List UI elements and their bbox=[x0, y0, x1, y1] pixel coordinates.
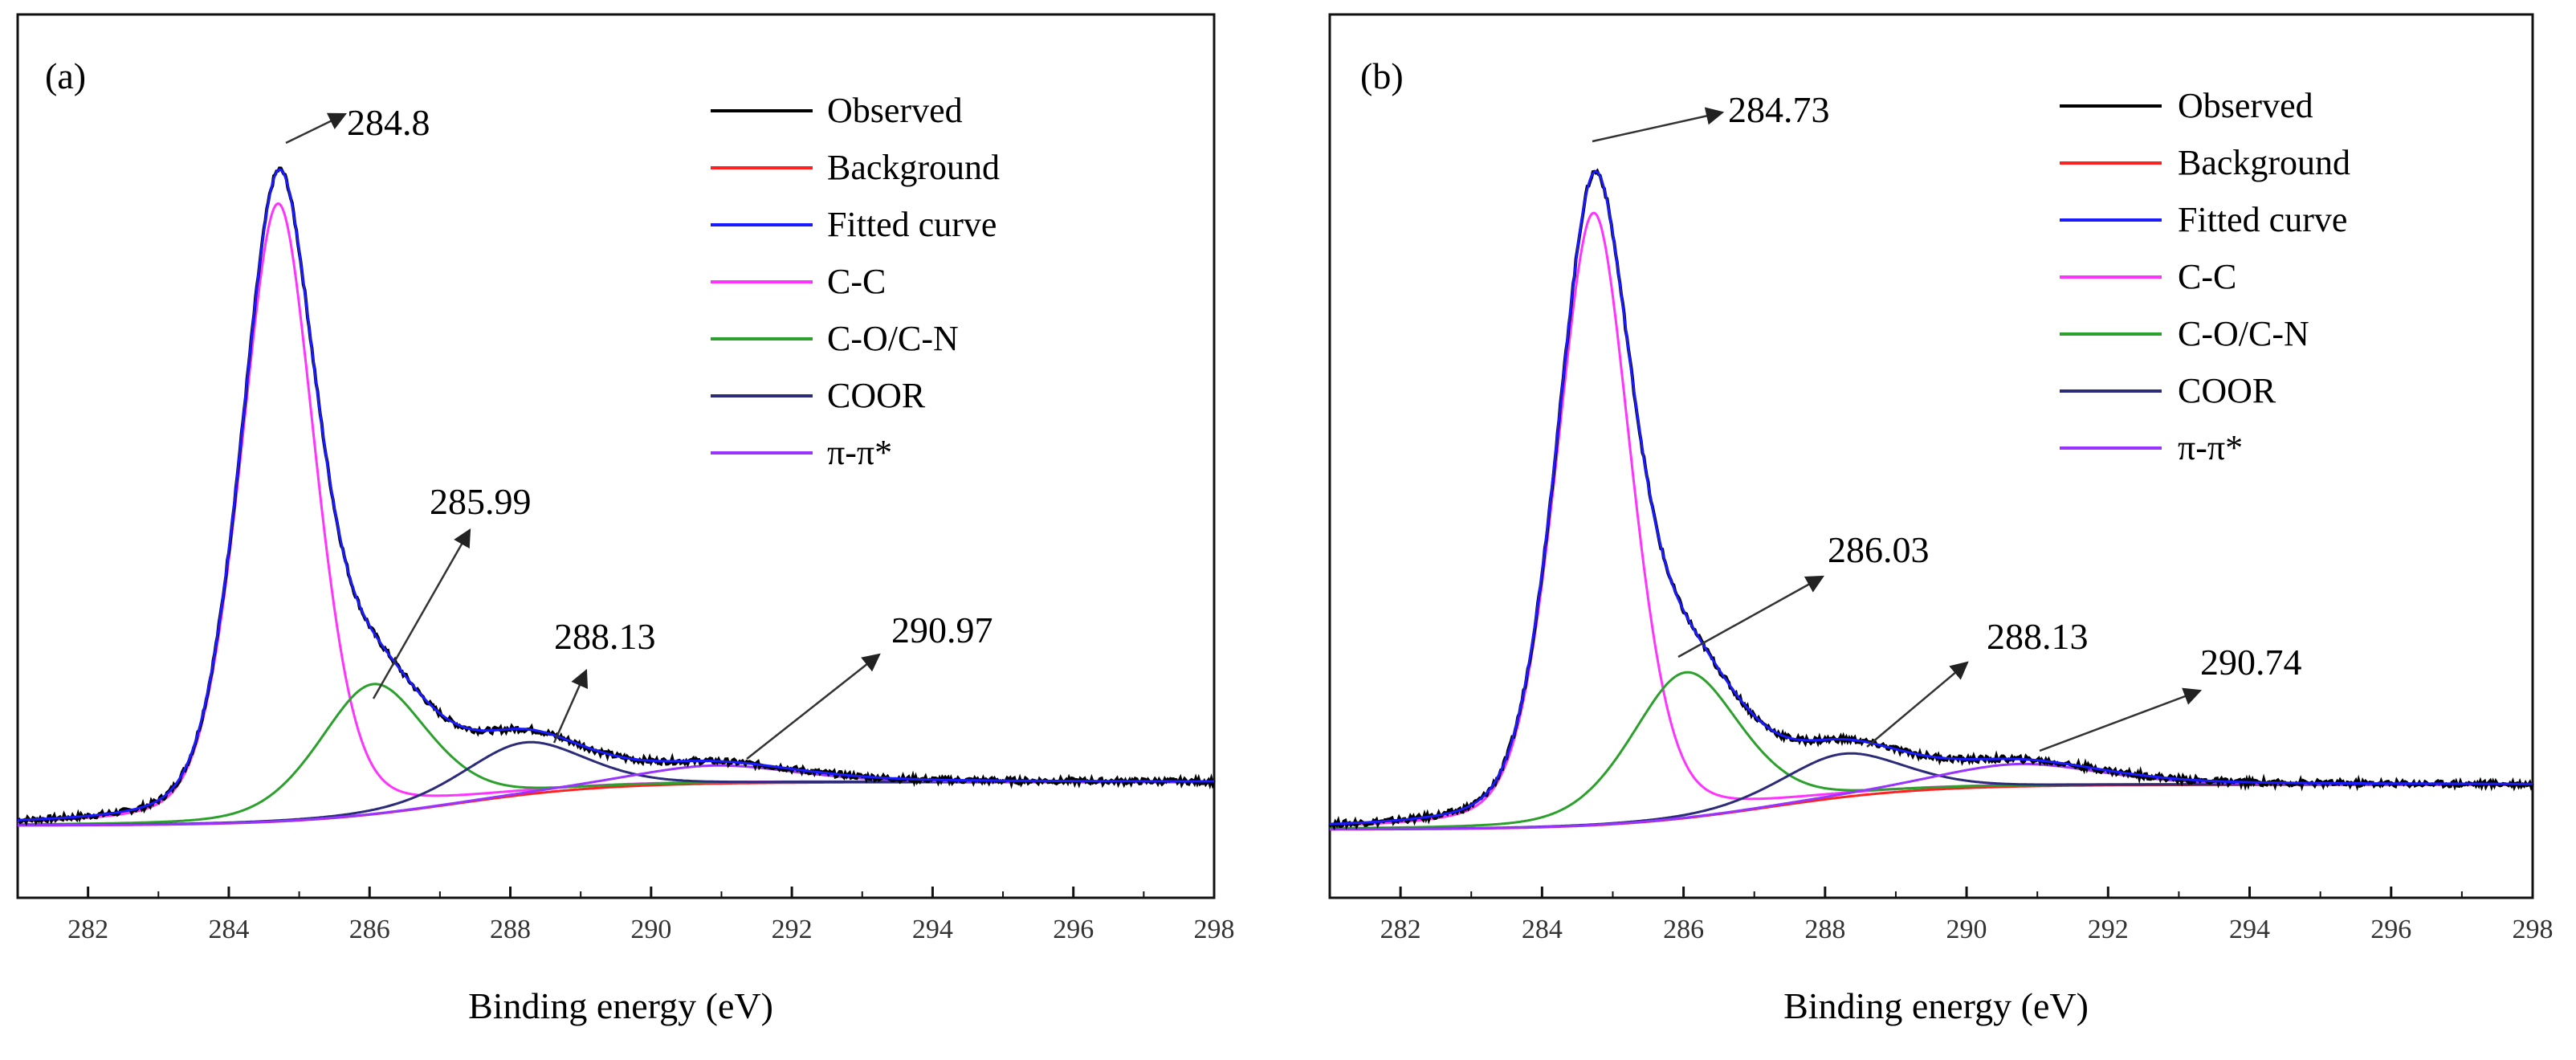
legend-label: C-O/C-N bbox=[2178, 314, 2309, 353]
annotation-arrow bbox=[1592, 107, 1725, 143]
plot-frame bbox=[16, 13, 1216, 899]
legend-label: π-π* bbox=[827, 433, 892, 472]
annotation-arrow bbox=[746, 653, 881, 760]
x-tick-label: 290 bbox=[630, 915, 671, 944]
series-observed bbox=[17, 166, 1216, 826]
x-tick-label: 296 bbox=[2370, 915, 2411, 944]
legend-label: C-C bbox=[827, 262, 886, 301]
curves-group bbox=[17, 166, 1216, 827]
peak-annotation-label: 284.8 bbox=[347, 102, 430, 143]
legend-label: π-π* bbox=[2178, 428, 2243, 467]
series-observed bbox=[1328, 168, 2534, 831]
x-tick-label: 286 bbox=[349, 915, 390, 944]
x-tick-label: 286 bbox=[1663, 915, 1704, 944]
x-tick-label: 288 bbox=[490, 915, 531, 944]
x-ticks-group: 282 284 286 288 290 292 294 296 298 bbox=[67, 887, 1235, 944]
legend-label: COOR bbox=[2178, 371, 2276, 410]
legend-label: Observed bbox=[827, 91, 963, 130]
x-tick-label: 292 bbox=[2088, 915, 2129, 944]
legend-label: Background bbox=[827, 148, 1000, 187]
series-fitted-curve bbox=[1330, 170, 2533, 826]
peak-annotation-label: 285.99 bbox=[430, 481, 532, 522]
annotation-arrow bbox=[1866, 661, 1969, 748]
chart-panel-b: 282 284 286 288 290 292 294 296 298 (b) Binding … bbox=[1328, 13, 2554, 1026]
x-tick-label: 290 bbox=[1946, 915, 1987, 944]
series-fitted-curve bbox=[18, 168, 1214, 822]
legend-label: Fitted curve bbox=[2178, 200, 2347, 239]
x-tick-label: 288 bbox=[1804, 915, 1845, 944]
series-coor bbox=[1330, 752, 2533, 831]
peak-annotation-label: 288.13 bbox=[554, 616, 656, 657]
legend-label: Fitted curve bbox=[827, 205, 997, 244]
plot-frame bbox=[1328, 13, 2534, 899]
peak-annotation-label: 284.73 bbox=[1728, 89, 1830, 130]
peak-annotation-label: 286.03 bbox=[1828, 529, 1930, 570]
x-tick-label: 298 bbox=[1194, 915, 1235, 944]
peak-annotations: 284.73 286.03 288.13 290.74 bbox=[1592, 89, 2302, 752]
annotation-arrow bbox=[285, 112, 348, 145]
legend-label: C-O/C-N bbox=[827, 319, 959, 358]
chart-panel-a: 282 284 286 288 290 292 294 296 298 (a) Binding … bbox=[16, 13, 1235, 1026]
series-- bbox=[18, 764, 1214, 827]
x-tick-label: 294 bbox=[2229, 915, 2270, 944]
peak-annotations: 284.8 285.99 288.13 290.97 bbox=[285, 102, 993, 760]
legend-label: Observed bbox=[2178, 86, 2313, 125]
peak-annotation-label: 290.74 bbox=[2200, 642, 2302, 683]
x-tick-label: 294 bbox=[912, 915, 953, 944]
legend: Observed Background Fitted curve C-C C-O/C-N… bbox=[711, 91, 1000, 472]
legend-label: Background bbox=[2178, 143, 2350, 182]
x-tick-label: 282 bbox=[1380, 915, 1421, 944]
legend-label: COOR bbox=[827, 376, 926, 415]
curves-group bbox=[1328, 168, 2534, 831]
annotation-arrow bbox=[552, 668, 589, 744]
series-c-c bbox=[18, 202, 1214, 823]
peak-annotation-label: 290.97 bbox=[891, 610, 993, 650]
x-ticks-group: 282 284 286 288 290 292 294 296 298 bbox=[1380, 887, 2554, 944]
x-tick-label: 296 bbox=[1053, 915, 1094, 944]
x-axis-label: Binding energy (eV) bbox=[1783, 985, 2089, 1026]
x-tick-label: 282 bbox=[67, 915, 108, 944]
x-tick-label: 292 bbox=[772, 915, 813, 944]
x-tick-label: 284 bbox=[1522, 915, 1563, 944]
x-axis-label: Binding energy (eV) bbox=[468, 985, 773, 1026]
peak-annotation-label: 288.13 bbox=[1987, 616, 2089, 657]
panel-label: (a) bbox=[45, 55, 86, 96]
series-c-c bbox=[1330, 211, 2533, 827]
panel-label: (b) bbox=[1360, 55, 1404, 96]
legend: Observed Background Fitted curve C-C C-O/C-N… bbox=[2060, 86, 2350, 467]
x-tick-label: 284 bbox=[208, 915, 249, 944]
x-tick-label: 298 bbox=[2513, 915, 2554, 944]
annotation-arrow bbox=[372, 528, 471, 699]
legend-label: C-C bbox=[2178, 257, 2236, 296]
annotation-arrow bbox=[2039, 687, 2203, 752]
annotation-arrow bbox=[1677, 575, 1824, 658]
